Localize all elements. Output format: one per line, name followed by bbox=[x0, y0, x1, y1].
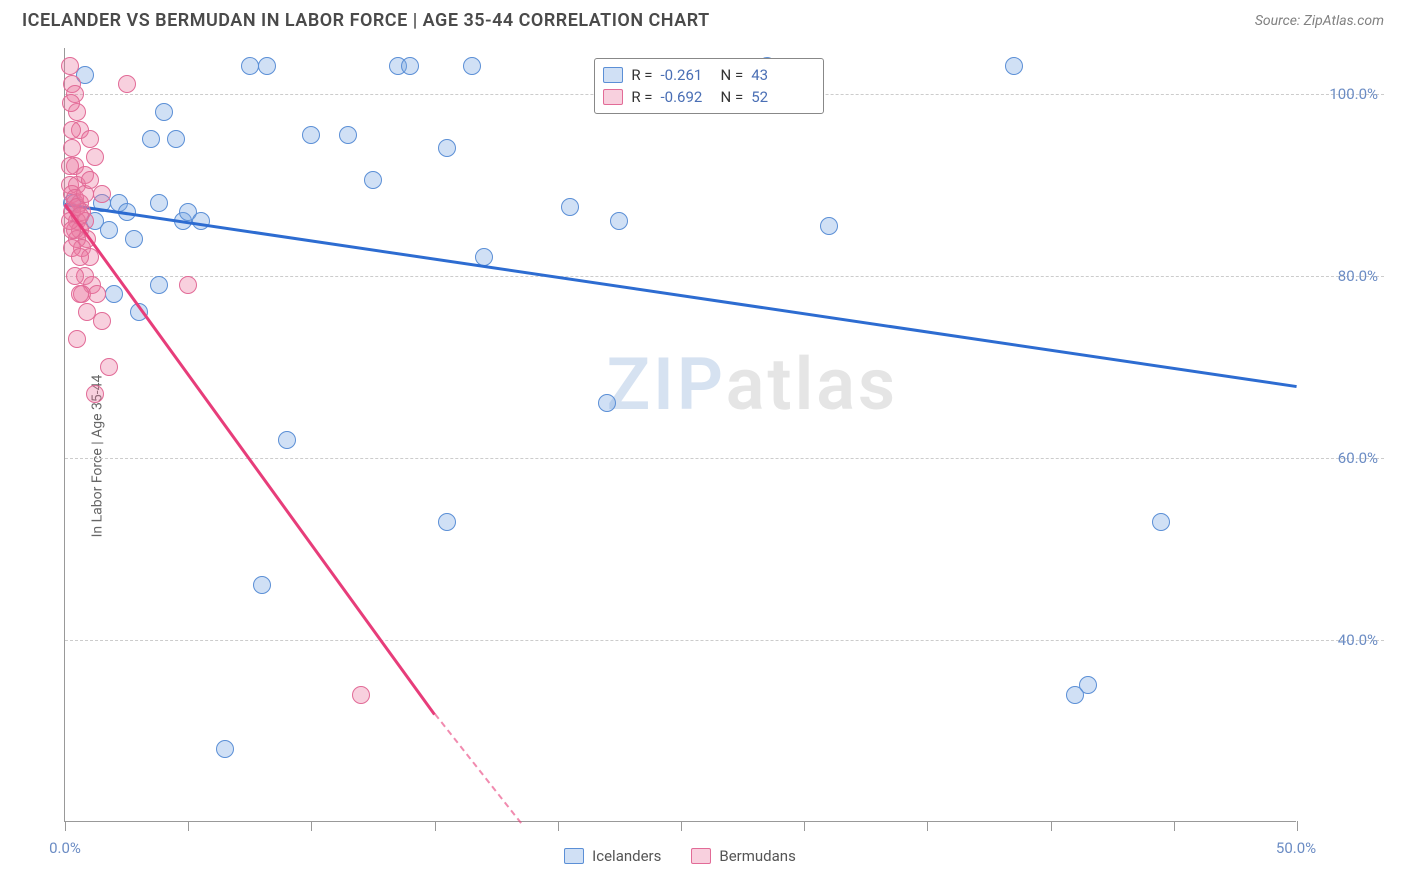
scatter-point bbox=[155, 103, 173, 121]
scatter-point bbox=[258, 57, 276, 75]
scatter-point bbox=[1152, 513, 1170, 531]
legend-label: Icelanders bbox=[592, 847, 661, 865]
legend-item: Icelanders bbox=[564, 847, 661, 865]
scatter-point bbox=[81, 130, 99, 148]
scatter-point bbox=[352, 686, 370, 704]
scatter-point bbox=[61, 57, 79, 75]
x-tick bbox=[311, 821, 312, 831]
x-tick bbox=[188, 821, 189, 831]
scatter-point bbox=[150, 276, 168, 294]
scatter-point bbox=[278, 431, 296, 449]
stats-row: R =-0.261N =43 bbox=[603, 64, 815, 86]
scatter-point bbox=[142, 130, 160, 148]
scatter-point bbox=[401, 57, 419, 75]
x-tick bbox=[1297, 821, 1298, 831]
x-tick bbox=[804, 821, 805, 831]
scatter-point bbox=[438, 513, 456, 531]
scatter-point bbox=[93, 185, 111, 203]
y-tick-label: 80.0% bbox=[1338, 267, 1378, 285]
scatter-point bbox=[302, 126, 320, 144]
x-tick bbox=[681, 821, 682, 831]
scatter-point bbox=[66, 267, 84, 285]
gridline-h bbox=[65, 276, 1384, 277]
plot-area: ZIPatlas 40.0%60.0%80.0%100.0%0.0%50.0%R… bbox=[64, 48, 1296, 822]
scatter-point bbox=[216, 740, 234, 758]
legend: Icelanders Bermudans bbox=[64, 847, 1296, 865]
scatter-point bbox=[100, 221, 118, 239]
scatter-point bbox=[105, 285, 123, 303]
trend-line bbox=[64, 203, 436, 714]
trend-line bbox=[65, 203, 1297, 388]
x-tick bbox=[435, 821, 436, 831]
scatter-point bbox=[125, 230, 143, 248]
y-tick-label: 60.0% bbox=[1338, 449, 1378, 467]
scatter-point bbox=[81, 171, 99, 189]
legend-label: Bermudans bbox=[719, 847, 795, 865]
legend-swatch bbox=[564, 848, 584, 864]
legend-item: Bermudans bbox=[691, 847, 795, 865]
scatter-point bbox=[100, 358, 118, 376]
scatter-point bbox=[86, 385, 104, 403]
chart-title: ICELANDER VS BERMUDAN IN LABOR FORCE | A… bbox=[22, 10, 710, 31]
scatter-point bbox=[610, 212, 628, 230]
scatter-point bbox=[150, 194, 168, 212]
scatter-point bbox=[820, 217, 838, 235]
scatter-point bbox=[438, 139, 456, 157]
gridline-h bbox=[65, 640, 1384, 641]
x-tick bbox=[1051, 821, 1052, 831]
legend-swatch bbox=[603, 67, 623, 83]
stats-legend: R =-0.261N =43R =-0.692N =52 bbox=[594, 58, 824, 114]
x-tick bbox=[558, 821, 559, 831]
scatter-point bbox=[68, 330, 86, 348]
x-tick bbox=[1174, 821, 1175, 831]
scatter-point bbox=[364, 171, 382, 189]
scatter-point bbox=[192, 212, 210, 230]
x-tick bbox=[927, 821, 928, 831]
y-tick-label: 40.0% bbox=[1338, 631, 1378, 649]
scatter-point bbox=[167, 130, 185, 148]
scatter-point bbox=[1066, 686, 1084, 704]
scatter-point bbox=[63, 139, 81, 157]
y-tick-label: 100.0% bbox=[1329, 85, 1378, 103]
scatter-point bbox=[1005, 57, 1023, 75]
watermark: ZIPatlas bbox=[607, 342, 898, 427]
scatter-point bbox=[598, 394, 616, 412]
source-attribution: Source: ZipAtlas.com bbox=[1255, 13, 1384, 29]
scatter-point bbox=[88, 285, 106, 303]
trend-line bbox=[434, 713, 522, 823]
stats-row: R =-0.692N =52 bbox=[603, 86, 815, 108]
scatter-point bbox=[93, 312, 111, 330]
scatter-point bbox=[62, 94, 80, 112]
scatter-point bbox=[179, 276, 197, 294]
scatter-point bbox=[241, 57, 259, 75]
legend-swatch bbox=[691, 848, 711, 864]
scatter-point bbox=[118, 75, 136, 93]
scatter-point bbox=[339, 126, 357, 144]
scatter-point bbox=[86, 148, 104, 166]
x-tick bbox=[65, 821, 66, 831]
scatter-point bbox=[561, 198, 579, 216]
gridline-h bbox=[65, 458, 1384, 459]
scatter-point bbox=[463, 57, 481, 75]
chart-container: In Labor Force | Age 35-44 ZIPatlas 40.0… bbox=[22, 48, 1384, 864]
scatter-point bbox=[71, 285, 89, 303]
scatter-point bbox=[253, 576, 271, 594]
legend-swatch bbox=[603, 89, 623, 105]
